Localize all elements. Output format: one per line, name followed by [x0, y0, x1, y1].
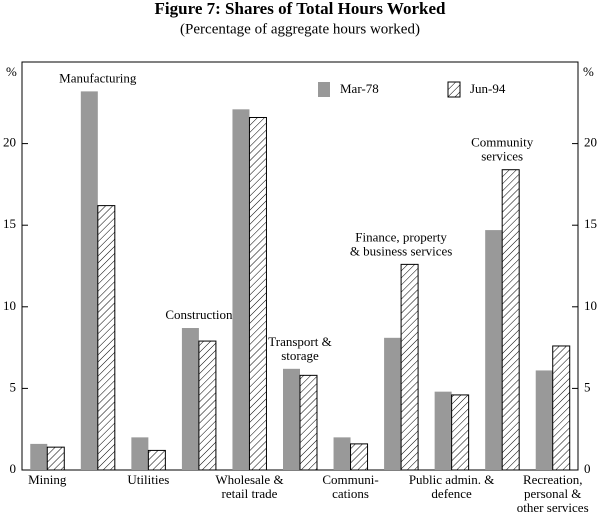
bar	[232, 109, 250, 470]
x-tick-label: Mining	[28, 472, 67, 487]
x-tick-label-line: cations	[332, 486, 369, 501]
x-tick-label-line: Finance, property	[355, 229, 447, 244]
x-tick-label: Wholesale & retail trade	[215, 472, 283, 501]
x-tick-label-line: Recreation,	[523, 472, 583, 487]
bar	[451, 394, 470, 471]
x-tick-label-line: Wholesale &	[215, 472, 283, 487]
bar	[97, 205, 116, 471]
bar	[350, 443, 369, 471]
legend-swatch	[447, 81, 461, 98]
bar	[434, 391, 452, 470]
legend-label: Jun-94	[470, 81, 506, 96]
x-tick-label: Public admin. & defence	[409, 472, 495, 501]
x-tick-label-line: storage	[281, 348, 319, 363]
x-tick-label: Community services	[471, 135, 534, 164]
x-tick-label-line: Public admin. &	[409, 472, 495, 487]
bar	[485, 230, 503, 470]
y-unit: %	[6, 64, 17, 79]
x-tick-label: Transport & storage	[268, 334, 331, 363]
x-tick-label-line: services	[481, 149, 523, 164]
x-tick-label-line: Communi-	[322, 472, 378, 487]
x-tick-label-line: Community	[471, 135, 534, 150]
bar	[30, 443, 48, 470]
legend-swatch	[318, 82, 330, 97]
x-tick-label-line: other services	[517, 500, 589, 515]
x-tick-label-line: defence	[431, 486, 472, 501]
x-tick-label: Communi-cations	[322, 472, 378, 501]
bar	[535, 370, 553, 470]
x-tick-label: Recreation, personal & other services	[517, 472, 589, 515]
x-tick-label: Construction	[165, 307, 233, 322]
bar	[248, 116, 267, 471]
y-tick-label: 0	[10, 461, 17, 476]
y2-tick-label: 15	[584, 216, 597, 231]
bar	[552, 345, 571, 471]
bar	[333, 437, 351, 470]
y-tick-label: 5	[10, 379, 17, 394]
chart-subtitle: (Percentage of aggregate hours worked)	[180, 21, 420, 37]
x-tick-label-line: Construction	[165, 307, 233, 322]
x-tick-label: Utilities	[127, 472, 169, 487]
bar	[400, 263, 419, 471]
x-tick-label-line: retail trade	[221, 486, 277, 501]
y2-tick-label: 0	[584, 461, 591, 476]
x-tick-label: Finance, property & business services	[350, 229, 453, 258]
legend-label: Mar-78	[340, 81, 379, 96]
bar	[299, 374, 318, 471]
x-tick-label-line: Transport &	[268, 334, 331, 349]
y2-tick-label: 5	[584, 379, 591, 394]
x-tick-label: Manufacturing	[59, 70, 137, 85]
y2-tick-label: 10	[584, 298, 597, 313]
bar	[80, 91, 98, 470]
y2-tick-label: 20	[584, 135, 597, 150]
x-tick-label-line: Mining	[28, 472, 67, 487]
bar	[181, 328, 199, 470]
bar	[198, 340, 217, 471]
bar	[283, 368, 300, 470]
bar	[46, 446, 65, 471]
bar	[147, 449, 166, 471]
bar	[384, 337, 402, 470]
y-tick-label: 15	[3, 216, 16, 231]
chart-title: Figure 7: Shares of Total Hours Worked	[155, 0, 446, 18]
y-tick-label: 20	[3, 135, 16, 150]
x-tick-label-line: & business services	[350, 243, 453, 258]
x-tick-label-line: Manufacturing	[59, 70, 137, 85]
x-tick-label-line: Utilities	[127, 472, 169, 487]
y2-unit: %	[583, 64, 594, 79]
bar	[501, 169, 520, 471]
x-tick-label-line: personal &	[524, 486, 581, 501]
y-tick-label: 10	[3, 298, 16, 313]
bar	[131, 437, 149, 470]
